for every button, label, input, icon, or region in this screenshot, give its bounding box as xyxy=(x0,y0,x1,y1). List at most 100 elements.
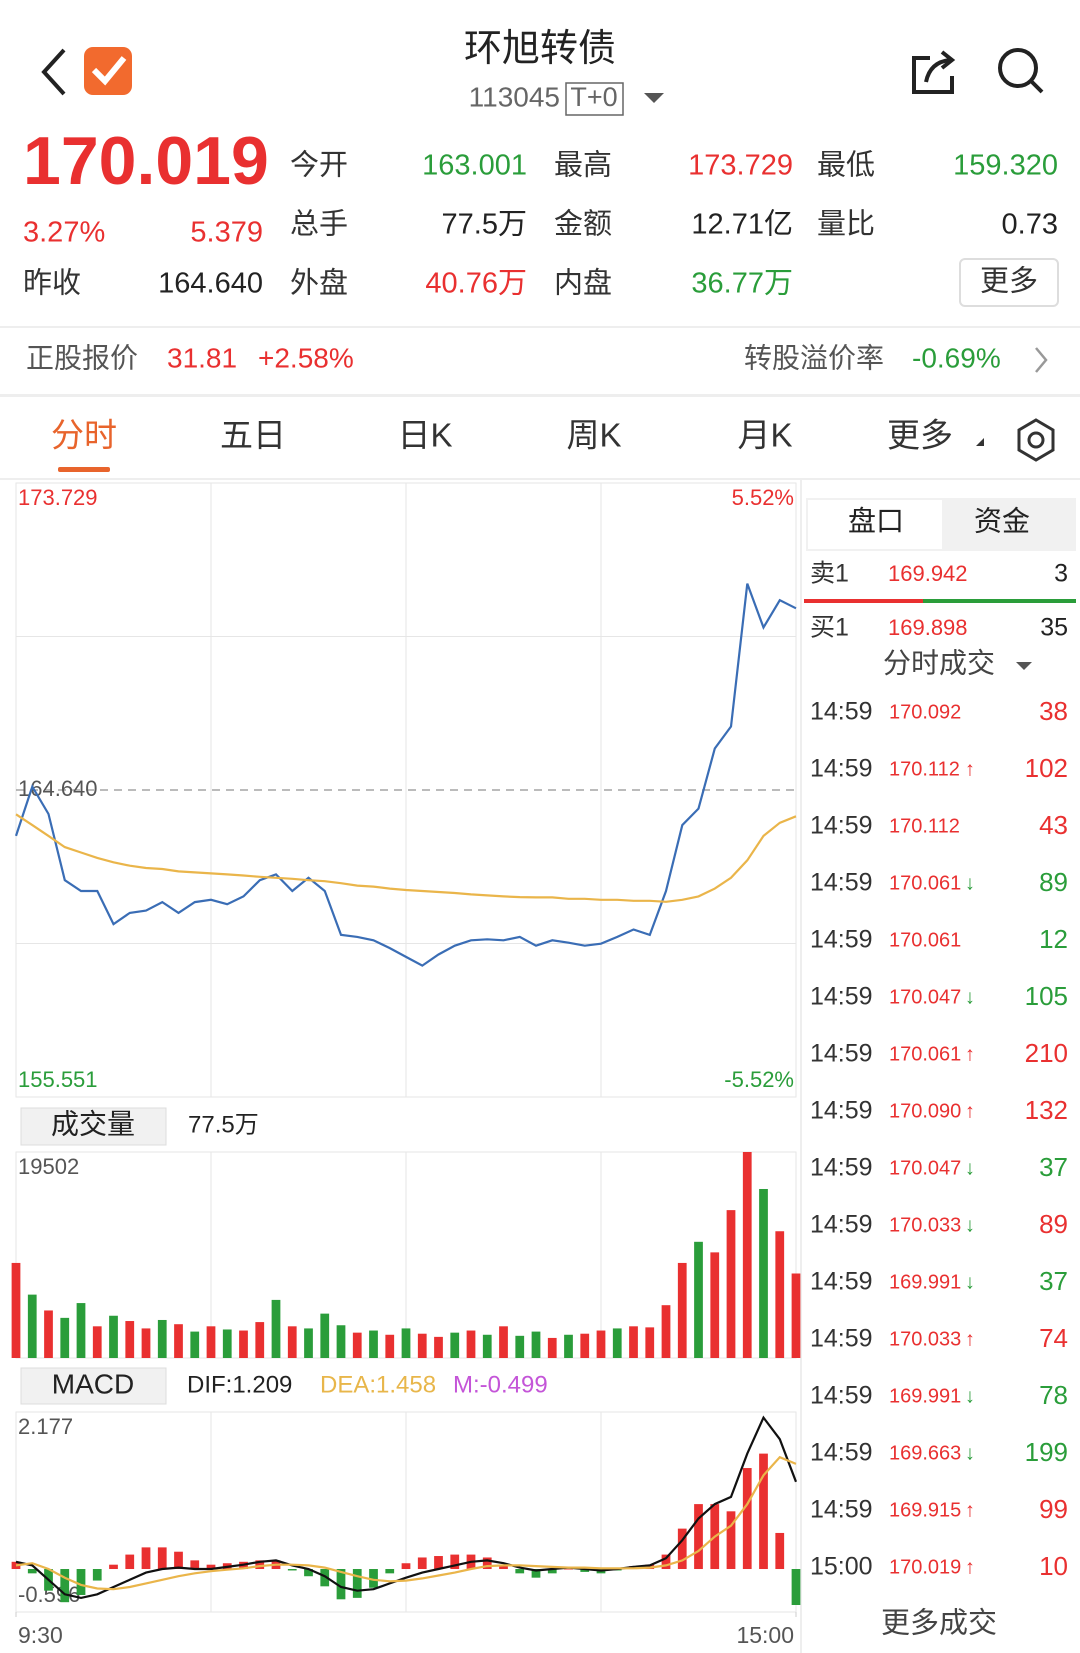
trade-time: 14:59 xyxy=(810,1097,873,1125)
bar xyxy=(109,1564,118,1570)
ask-label: 卖1 xyxy=(810,560,849,588)
bar xyxy=(174,1551,183,1570)
bar xyxy=(434,1336,443,1358)
bar xyxy=(287,1326,297,1358)
tab[interactable]: 月K xyxy=(737,417,792,454)
bar xyxy=(125,1554,135,1570)
bar xyxy=(677,1528,687,1570)
stat-label: 最低 xyxy=(817,149,875,182)
tab[interactable]: 分时 xyxy=(51,417,117,454)
trade-time: 14:59 xyxy=(810,1325,873,1353)
bid-volume: 35 xyxy=(1040,614,1068,642)
order-tab[interactable]: 盘口 xyxy=(848,505,904,536)
bar xyxy=(450,1332,460,1358)
trade-volume: 132 xyxy=(1025,1095,1068,1125)
trade-price: 169.991 xyxy=(889,1385,961,1407)
bar xyxy=(369,1569,378,1588)
bar xyxy=(482,1557,492,1570)
stat-value: 77.5万 xyxy=(442,209,527,241)
stat-value: 173.729 xyxy=(688,150,793,182)
separator xyxy=(0,326,1080,328)
premium-label: 转股溢价率 xyxy=(744,342,884,373)
x-tick-label: 9:30 xyxy=(18,1622,63,1648)
bar xyxy=(564,1569,573,1570)
bar xyxy=(304,1569,313,1577)
tab[interactable]: 五日 xyxy=(220,417,286,454)
bar xyxy=(694,1504,703,1570)
trade-volume: 38 xyxy=(1039,696,1068,726)
trade-arrow: ↑ xyxy=(965,1043,975,1065)
trade-time: 14:59 xyxy=(810,1382,873,1410)
tab-underline xyxy=(58,467,110,472)
trade-arrow: ↓ xyxy=(965,1214,975,1236)
bar xyxy=(547,1337,557,1358)
legend-entry: DIF:1.209 xyxy=(187,1371,292,1398)
bar xyxy=(726,1511,736,1570)
chevron[interactable] xyxy=(1035,347,1048,373)
bar xyxy=(125,1321,135,1358)
order-tab-active[interactable] xyxy=(808,500,942,549)
bar xyxy=(157,1547,167,1570)
trade-arrow: ↑ xyxy=(965,1328,975,1350)
underlying-label: 正股报价 xyxy=(26,342,138,373)
bar xyxy=(141,1547,151,1570)
bar xyxy=(352,1332,362,1358)
tab[interactable]: 周K xyxy=(566,417,621,454)
bar xyxy=(434,1556,443,1570)
bid-price: 169.898 xyxy=(888,615,968,640)
more-trades[interactable]: 更多成交 xyxy=(881,1607,997,1640)
bar xyxy=(694,1241,703,1358)
more-button[interactable] xyxy=(959,258,1059,307)
settings-icon[interactable] xyxy=(1017,418,1055,462)
bar xyxy=(661,1305,671,1358)
bar xyxy=(92,1569,102,1581)
y-tick-label: 2.177 xyxy=(18,1414,73,1439)
macd-tab[interactable] xyxy=(20,1367,167,1405)
ask-bid-bar-ask xyxy=(804,599,923,603)
prev-close-value: 164.640 xyxy=(158,268,263,300)
stat-label: 内盘 xyxy=(554,267,612,300)
search-icon[interactable] xyxy=(998,48,1044,94)
dropdown-arrow[interactable] xyxy=(644,93,664,103)
order-tab[interactable]: 资金 xyxy=(974,505,1030,536)
bar xyxy=(304,1328,313,1358)
bar xyxy=(466,1330,476,1358)
bar xyxy=(60,1569,70,1603)
bar xyxy=(531,1331,541,1358)
bar xyxy=(44,1310,53,1358)
panel-subtitle: 77.5万 xyxy=(188,1111,259,1138)
trade-price: 170.112 xyxy=(889,758,960,780)
bar xyxy=(401,1328,411,1358)
trades-dropdown[interactable] xyxy=(1016,662,1032,670)
series-line xyxy=(14,583,797,967)
bar xyxy=(417,1557,427,1570)
bar xyxy=(157,1319,167,1358)
tab[interactable]: 更多 xyxy=(887,417,953,454)
bar xyxy=(27,1294,37,1358)
watch-icon[interactable] xyxy=(84,47,132,95)
ask-price: 169.942 xyxy=(888,561,968,586)
trade-price: 170.090 xyxy=(889,1100,961,1122)
stat-value: 12.71亿 xyxy=(691,208,793,241)
bar xyxy=(352,1569,362,1598)
bar xyxy=(499,1564,508,1570)
trade-time: 14:59 xyxy=(810,812,873,840)
trade-arrow: ↓ xyxy=(965,872,975,894)
bar xyxy=(580,1569,590,1572)
change-pct: 3.27% xyxy=(23,217,105,249)
bar xyxy=(336,1325,346,1358)
trade-time: 14:59 xyxy=(810,983,873,1011)
bar xyxy=(612,1328,622,1358)
bar xyxy=(320,1569,330,1587)
y2-tick-label: 5.52% xyxy=(732,485,794,510)
trade-price: 170.033 xyxy=(889,1214,961,1236)
bar xyxy=(564,1334,573,1358)
bar xyxy=(11,1561,21,1570)
share-icon[interactable] xyxy=(912,50,956,94)
trade-volume: 43 xyxy=(1039,810,1068,840)
bar xyxy=(190,1560,200,1570)
bar xyxy=(206,1326,216,1358)
volume-tab[interactable] xyxy=(20,1107,167,1146)
tab[interactable]: 日K xyxy=(397,417,452,454)
back-button[interactable] xyxy=(41,48,66,96)
